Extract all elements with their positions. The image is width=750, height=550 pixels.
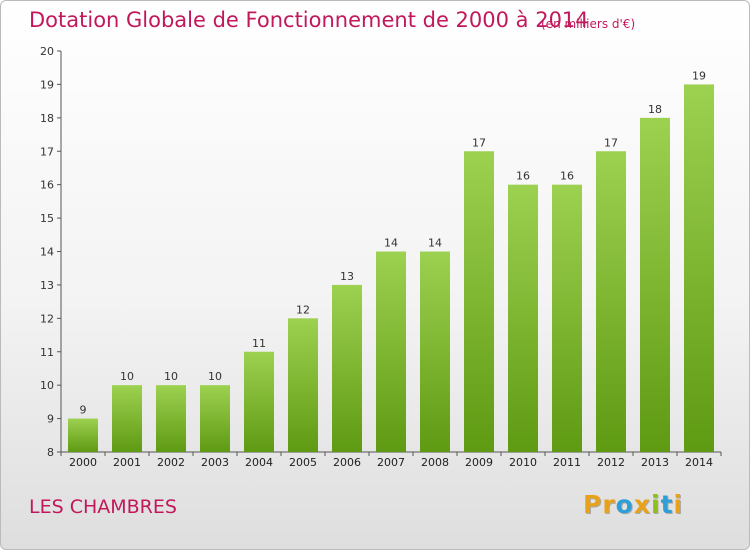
data-label: 17	[604, 136, 618, 149]
bar	[420, 251, 450, 452]
data-label: 16	[560, 170, 574, 183]
y-tick-label: 19	[40, 78, 54, 91]
data-label: 18	[648, 103, 662, 116]
y-tick-label: 11	[40, 346, 54, 359]
y-tick-label: 18	[40, 112, 54, 125]
chart-subtitle: (en milliers d'€)	[541, 17, 636, 31]
chart-title: Dotation Globale de Fonctionnement de 20…	[29, 8, 589, 32]
logo-letter: o	[615, 490, 634, 519]
data-label: 10	[164, 370, 178, 383]
bar	[596, 151, 626, 452]
x-tick-label: 2011	[553, 456, 581, 469]
data-label: 9	[80, 404, 87, 417]
y-tick-label: 12	[40, 312, 54, 325]
logo-letter: r	[602, 490, 616, 519]
bar	[640, 117, 670, 452]
data-label: 19	[692, 69, 706, 82]
labels: 2000 9 2001 10 2002 10 2003 10 2004 11 2005 12 2006 1…	[69, 69, 713, 469]
x-tick-label: 2006	[333, 456, 361, 469]
logo-letter: i	[651, 490, 661, 519]
data-label: 17	[472, 136, 486, 149]
proxiti-logo: Proxiti	[583, 490, 683, 519]
bar	[112, 385, 142, 452]
logo-letter: P	[583, 490, 603, 519]
bar	[552, 184, 582, 452]
x-tick-label: 2003	[201, 456, 229, 469]
x-tick-label: 2001	[113, 456, 141, 469]
bar	[200, 385, 230, 452]
x-tick-label: 2008	[421, 456, 449, 469]
y-tick-label: 20	[40, 45, 54, 58]
bar	[332, 284, 362, 452]
data-label: 10	[120, 370, 134, 383]
y-tick-label: 13	[40, 279, 54, 292]
y-tick-label: 15	[40, 212, 54, 225]
y-tick-label: 17	[40, 145, 54, 158]
bar	[684, 84, 714, 453]
x-tick-label: 2000	[69, 456, 97, 469]
x-tick-label: 2009	[465, 456, 493, 469]
bar	[508, 184, 538, 452]
bar	[156, 385, 186, 452]
data-label: 10	[208, 370, 222, 383]
bar	[68, 418, 98, 452]
x-tick-label: 2005	[289, 456, 317, 469]
bars	[68, 84, 714, 453]
bar	[376, 251, 406, 452]
logo-letter: t	[660, 490, 674, 519]
bar	[288, 318, 318, 452]
bar	[464, 151, 494, 452]
y-tick-label: 16	[40, 179, 54, 192]
y-tick-label: 14	[40, 246, 54, 259]
data-label: 14	[428, 237, 442, 250]
logo-letter: i	[673, 490, 684, 519]
x-tick-label: 2007	[377, 456, 405, 469]
x-tick-label: 2002	[157, 456, 185, 469]
data-label: 16	[516, 170, 530, 183]
y-tick-label: 8	[47, 446, 54, 459]
data-label: 14	[384, 237, 398, 250]
y-tick-label: 10	[40, 379, 54, 392]
x-tick-label: 2013	[641, 456, 669, 469]
data-label: 13	[340, 270, 354, 283]
commune-name: LES CHAMBRES	[29, 496, 177, 518]
x-tick-label: 2014	[685, 456, 713, 469]
logo-letter: x	[633, 490, 651, 519]
y-tick-label: 9	[47, 413, 54, 426]
data-label: 12	[296, 303, 310, 316]
data-label: 11	[252, 337, 266, 350]
x-tick-label: 2012	[597, 456, 625, 469]
x-tick-label: 2010	[509, 456, 537, 469]
x-tick-label: 2004	[245, 456, 273, 469]
bar	[244, 351, 274, 452]
